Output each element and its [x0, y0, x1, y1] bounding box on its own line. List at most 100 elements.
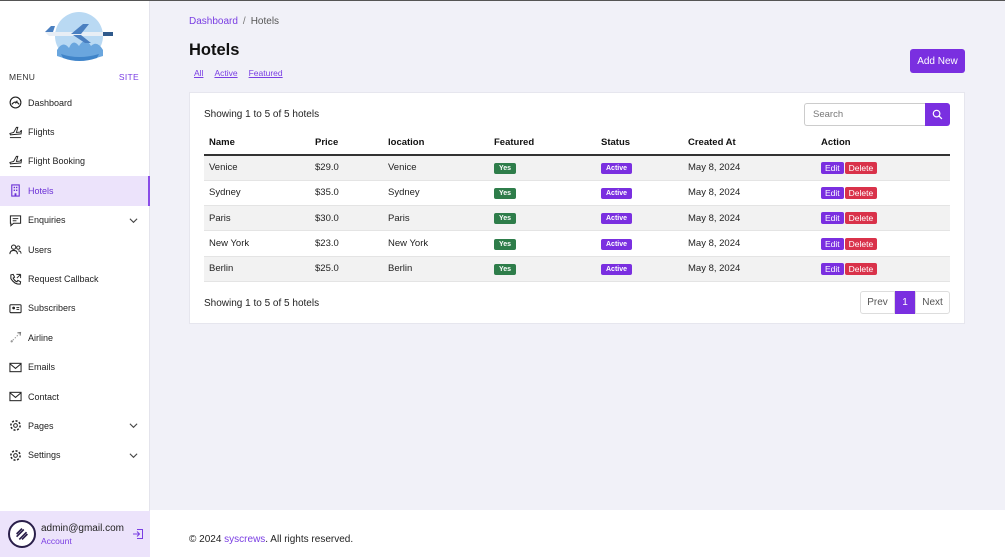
column-header-name[interactable]: Name [204, 131, 310, 156]
showing-count-bottom: Showing 1 to 5 of 5 hotels [204, 298, 320, 309]
gear-icon [9, 449, 22, 462]
cell-featured: Yes [489, 205, 596, 232]
sidebar-item-flight-booking[interactable]: Flight Booking [0, 147, 150, 176]
phone-icon [9, 273, 22, 286]
pagination-prev-button[interactable]: Prev [860, 291, 895, 314]
breadcrumb-dashboard-link[interactable]: Dashboard [189, 16, 238, 27]
plane-icon [9, 126, 22, 139]
sidebar-item-pages[interactable]: Pages [0, 411, 150, 440]
cell-name: Paris [204, 205, 310, 232]
cell-created-at: May 8, 2024 [683, 205, 816, 232]
avatar[interactable] [8, 520, 36, 548]
cell-action: Edit Delete [816, 155, 950, 181]
filter-active-link[interactable]: Active [214, 68, 238, 78]
column-header-status[interactable]: Status [596, 131, 683, 156]
edit-button[interactable]: Edit [821, 212, 844, 225]
cell-price: $23.0 [310, 230, 383, 257]
sidebar-item-flights[interactable]: Flights [0, 117, 150, 146]
table-row: New York $23.0 New York Yes Active May 8… [204, 230, 950, 257]
brand-link[interactable]: syscrews [224, 534, 266, 545]
column-header-location[interactable]: location [383, 131, 489, 156]
sidebar-item-label: Settings [28, 450, 61, 461]
cell-location: Berlin [383, 256, 489, 282]
sidebar-item-label: Subscribers [28, 303, 76, 314]
column-header-featured[interactable]: Featured [489, 131, 596, 156]
cell-featured: Yes [489, 230, 596, 257]
add-new-button[interactable]: Add New [910, 49, 965, 73]
table-row: Venice $29.0 Venice Yes Active May 8, 20… [204, 155, 950, 181]
featured-badge: Yes [494, 238, 517, 250]
sidebar-item-label: Flights [28, 127, 55, 138]
sidebar-item-request-callback[interactable]: Request Callback [0, 264, 150, 293]
page-title: Hotels [189, 41, 240, 59]
account-panel: admin@gmail.com Account [0, 511, 150, 557]
edit-button[interactable]: Edit [821, 186, 844, 199]
logout-icon[interactable] [132, 528, 144, 540]
cell-status: Active [596, 205, 683, 232]
chevron-down-icon[interactable] [129, 421, 138, 430]
filter-featured-link[interactable]: Featured [248, 68, 283, 78]
sidebar-item-emails[interactable]: Emails [0, 353, 150, 382]
table-header-row: Name Price location Featured Status Crea… [204, 131, 950, 156]
status-badge: Active [601, 238, 633, 250]
filter-all-link[interactable]: All [194, 68, 204, 78]
sidebar-item-hotels[interactable]: Hotels [0, 176, 150, 206]
pagination-page-1[interactable]: 1 [895, 291, 915, 314]
message-icon [9, 214, 22, 227]
cell-location: Paris [383, 205, 489, 232]
delete-button[interactable]: Delete [844, 212, 878, 225]
cell-location: Venice [383, 155, 489, 181]
cell-price: $25.0 [310, 256, 383, 282]
cell-price: $30.0 [310, 205, 383, 232]
sidebar-item-label: Emails [28, 362, 56, 373]
sidebar: MENU SITE Dashboard Flights Flight Booki… [0, 1, 150, 557]
sidebar-item-users[interactable]: Users [0, 235, 150, 264]
sidebar-item-airline[interactable]: Airline [0, 323, 150, 352]
sidebar-item-label: Users [28, 244, 52, 255]
sidebar-item-enquiries[interactable]: Enquiries [0, 206, 150, 235]
sidebar-item-label: Flight Booking [28, 156, 86, 167]
cell-status: Active [596, 180, 683, 207]
edit-button[interactable]: Edit [821, 262, 844, 275]
sidebar-item-settings[interactable]: Settings [0, 441, 150, 470]
hotels-table-card: Showing 1 to 5 of 5 hotels Name Price lo… [189, 92, 965, 324]
table-row: Sydney $35.0 Sydney Yes Active May 8, 20… [204, 180, 950, 207]
sidebar-item-label: Contact [28, 391, 60, 402]
featured-badge: Yes [494, 263, 517, 275]
delete-button[interactable]: Delete [844, 262, 878, 275]
sidebar-item-contact[interactable]: Contact [0, 382, 150, 411]
search-button[interactable] [925, 103, 950, 126]
featured-badge: Yes [494, 187, 517, 199]
delete-button[interactable]: Delete [844, 186, 878, 199]
status-badge: Active [601, 213, 633, 225]
chevron-down-icon[interactable] [129, 451, 138, 460]
search-input[interactable] [804, 103, 926, 126]
cell-price: $35.0 [310, 180, 383, 207]
cell-status: Active [596, 155, 683, 181]
airplane-logo[interactable] [43, 10, 115, 62]
edit-button[interactable]: Edit [821, 237, 844, 250]
sidebar-nav: Dashboard Flights Flight Booking Hotels … [0, 88, 150, 470]
delete-button[interactable]: Delete [844, 237, 878, 250]
column-header-created-at[interactable]: Created At [683, 131, 816, 156]
mail-icon [9, 390, 22, 403]
sidebar-item-subscribers[interactable]: Subscribers [0, 294, 150, 323]
hotels-table: Name Price location Featured Status Crea… [204, 131, 950, 282]
menu-heading: MENU [9, 72, 36, 82]
edit-button[interactable]: Edit [821, 161, 844, 174]
footer: © 2024 syscrews. All rights reserved. [150, 510, 1005, 557]
sidebar-item-dashboard[interactable]: Dashboard [0, 88, 150, 117]
chevron-down-icon[interactable] [129, 216, 138, 225]
building-icon [9, 184, 22, 197]
sidebar-item-label: Hotels [28, 185, 54, 196]
sidebar-item-label: Pages [28, 420, 54, 431]
mail-icon [9, 361, 22, 374]
site-link[interactable]: SITE [118, 72, 139, 82]
window-top-border [0, 0, 1005, 1]
account-link[interactable]: Account [41, 535, 72, 546]
pagination-next-button[interactable]: Next [915, 291, 950, 314]
plane-icon [9, 155, 22, 168]
cell-status: Active [596, 230, 683, 257]
delete-button[interactable]: Delete [844, 161, 878, 174]
column-header-price[interactable]: Price [310, 131, 383, 156]
